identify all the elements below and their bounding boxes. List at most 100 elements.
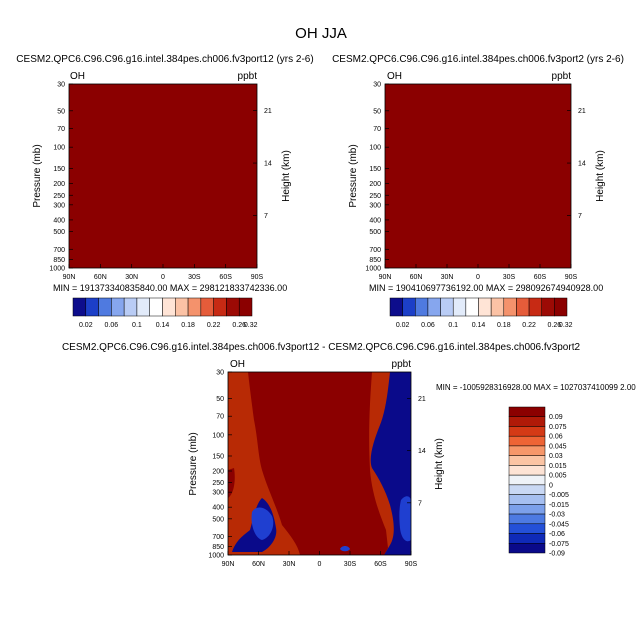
colorbar-box [226,297,240,317]
panel-2-x-ticks: 90N 60N 30N 0 30S 60S 90S [379,264,578,281]
x-tick-label: 30S [188,274,201,281]
panel-3-x-ticks: 90N 60N 30N 0 30S 60S 90S [222,551,418,568]
x-tick-label: 60N [410,274,423,281]
y-tick-label: 50 [57,108,65,115]
x-tick-label: 30S [503,274,516,281]
y-tick-label: 850 [53,257,65,264]
colorbar-box [98,297,112,317]
x-tick-label: 0 [161,274,165,281]
y-tick-label: 700 [53,247,65,254]
right-tick-label: 7 [418,500,422,507]
panel-2-field [385,84,571,268]
colorbar-box [149,297,163,317]
colorbar-box [508,445,546,456]
y-tick-label: 250 [212,480,224,487]
y-tick-label: 30 [373,82,381,89]
colorbar-box [508,484,546,495]
panel-2: CESM2.QPC6.C96.C96.g16.intel.384pes.ch00… [332,54,624,329]
colorbar-box [508,523,546,534]
right-tick-label: 7 [264,213,268,220]
colorbar-box [85,297,99,317]
x-tick-label: 60N [94,274,107,281]
colorbar-label: 0.06 [549,434,563,441]
y-tick-label: 250 [53,193,65,200]
y-tick-label: 400 [212,505,224,512]
colorbar-label: -0.015 [549,502,569,509]
colorbar-box [508,533,546,544]
colorbar-box [508,504,546,515]
panel-3: CESM2.QPC6.C96.C96.g16.intel.384pes.ch00… [62,342,636,568]
panel-2-variable-label: OH [387,71,402,82]
colorbar-label: 0.14 [472,322,486,329]
y-tick-label: 70 [216,414,224,421]
panel-1: CESM2.QPC6.C96.C96.g16.intel.384pes.ch00… [16,54,313,329]
colorbar-label: 0.09 [549,414,563,421]
panel-1-y-ticks: 30 50 70 100 150 200 250 300 400 500 700 850 1000 [49,82,73,273]
colorbar-label: -0.09 [549,551,565,558]
panel-2-unit-label: ppbt [552,71,572,82]
colorbar-box [452,297,467,317]
panel-1-right-axis-label: Height (km) [281,150,292,202]
colorbar-label: 0.22 [207,322,221,329]
x-tick-label: 90N [222,561,235,568]
panel-2-colorbar: 0.02 0.06 0.1 0.14 0.18 0.22 0.260.32 [389,297,573,329]
colorbar-label: 0.1 [132,322,142,329]
panel-1-colorbar: 0.02 0.06 0.1 0.14 0.18 0.22 0.260.32 [72,297,258,329]
colorbar-box [187,297,202,317]
colorbar-label: 0.18 [181,322,195,329]
colorbar-box [508,416,546,427]
colorbar-label: 0.005 [549,473,567,480]
right-tick-label: 14 [578,161,586,168]
colorbar-box [162,297,176,317]
colorbar-label: 0.06 [421,322,435,329]
x-tick-label: 90S [565,274,578,281]
y-tick-label: 300 [369,202,381,209]
colorbar-box [528,297,542,317]
right-tick-label: 14 [264,161,272,168]
diff-left-blue-patch [251,507,274,540]
panel-3-right-axis-label: Height (km) [434,438,445,490]
colorbar-box [478,297,492,317]
panel-1-field [69,84,257,268]
x-tick-label: 30N [283,561,296,568]
colorbar-box [72,297,87,317]
y-tick-label: 400 [369,217,381,224]
colorbar-label: 0.26 [548,322,562,329]
y-tick-label: 100 [212,432,224,439]
colorbar-box [508,426,546,437]
panel-2-right-axis-label: Height (km) [595,150,606,202]
x-tick-label: 60S [219,274,232,281]
x-tick-label: 30N [125,274,138,281]
y-tick-label: 300 [212,490,224,497]
colorbar-box [427,297,441,317]
x-tick-label: 0 [476,274,480,281]
colorbar-label: 0.1 [448,322,458,329]
x-tick-label: 60S [534,274,547,281]
colorbar-label: -0.075 [549,541,569,548]
y-tick-label: 850 [369,257,381,264]
colorbar-box [200,297,214,317]
colorbar-label: 0.015 [549,463,567,470]
y-tick-label: 850 [212,544,224,551]
y-tick-label: 700 [369,247,381,254]
colorbar-label: 0.075 [549,424,567,431]
colorbar-box [508,474,546,486]
x-tick-label: 90N [379,274,392,281]
colorbar-box [516,297,530,317]
panel-3-right-ticks: 21 14 7 [407,396,426,507]
colorbar-label: 0.045 [549,443,567,450]
colorbar-box [508,465,546,476]
colorbar-label: 0.02 [79,322,93,329]
colorbar-label: 0.02 [396,322,410,329]
colorbar-box [136,297,150,317]
panel-3-title: CESM2.QPC6.C96.C96.g16.intel.384pes.ch00… [62,342,581,353]
y-tick-label: 250 [369,193,381,200]
y-tick-label: 70 [373,126,381,133]
colorbar-label: 0.18 [497,322,511,329]
y-tick-label: 70 [57,126,65,133]
colorbar-box [175,297,189,317]
x-tick-label: 60N [252,561,265,568]
panel-3-variable-label: OH [230,359,245,370]
colorbar-box [415,297,429,317]
right-tick-label: 14 [418,448,426,455]
